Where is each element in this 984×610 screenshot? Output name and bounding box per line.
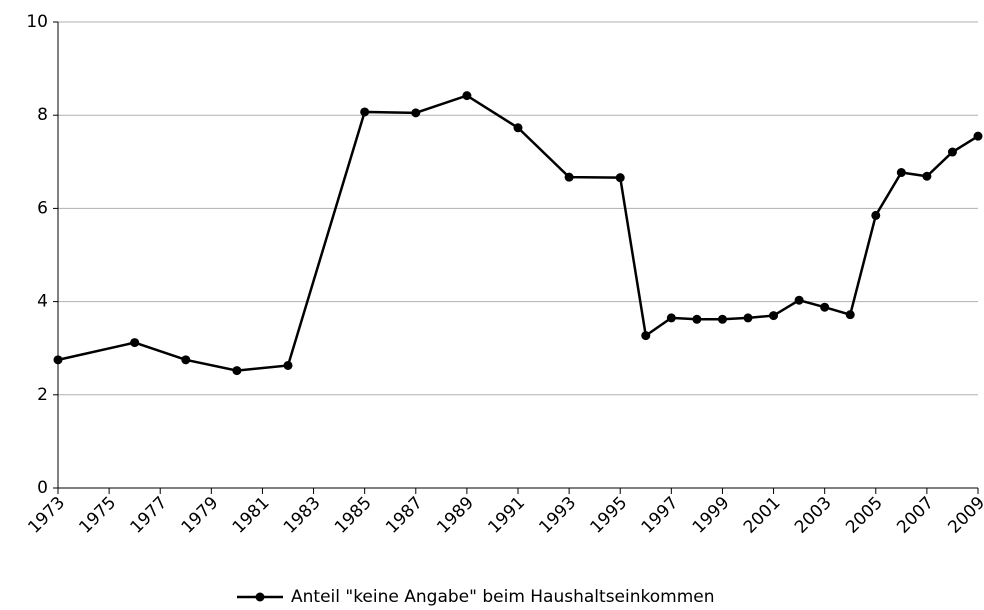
data-point	[896, 168, 906, 178]
data-point	[360, 107, 370, 117]
y-tick-label: 2	[37, 385, 48, 405]
data-point	[692, 314, 702, 324]
data-point	[411, 108, 421, 118]
x-tick-label: 1981	[229, 493, 274, 538]
data-point	[794, 295, 804, 305]
x-tick-label: 1987	[382, 493, 427, 538]
y-tick-label: 6	[37, 198, 48, 218]
x-tick-label: 1989	[433, 493, 478, 538]
legend-label: Anteil "keine Angabe" beim Haushaltseink…	[291, 587, 715, 607]
data-point	[743, 313, 753, 323]
y-tick-label: 8	[37, 105, 48, 125]
x-tick-label: 1985	[331, 493, 376, 538]
data-point	[871, 210, 881, 220]
x-tick-label: 1973	[24, 493, 69, 538]
data-point	[232, 366, 242, 376]
x-tick-label: 2001	[740, 493, 785, 538]
data-point	[462, 91, 472, 101]
x-tick-label: 1991	[484, 493, 529, 538]
data-point	[564, 172, 574, 182]
data-point	[717, 314, 727, 324]
data-point	[513, 123, 523, 133]
data-point	[666, 313, 676, 323]
x-tick-label: 1977	[127, 493, 172, 538]
series-line	[57, 94, 979, 372]
x-tick-label: 2005	[842, 493, 887, 538]
x-tick-label: 1983	[280, 493, 325, 538]
data-point	[769, 311, 779, 321]
legend-marker	[255, 592, 265, 602]
data-point	[922, 171, 932, 181]
x-tick-label: 1997	[638, 493, 683, 538]
data-point	[283, 360, 293, 370]
data-point	[615, 173, 625, 183]
data-point	[181, 355, 191, 365]
y-tick-label: 0	[37, 478, 48, 498]
data-point	[947, 147, 957, 157]
x-tick-label: 2007	[893, 493, 938, 538]
x-tick-label: 1975	[75, 493, 120, 538]
data-point	[845, 310, 855, 320]
data-point	[130, 338, 140, 348]
x-tick-label: 1979	[178, 493, 223, 538]
x-tick-label: 1999	[689, 493, 734, 538]
data-point	[53, 355, 63, 365]
data-point	[820, 302, 830, 312]
x-tick-label: 2009	[944, 493, 984, 538]
y-tick-label: 10	[26, 12, 48, 32]
data-point	[973, 131, 983, 141]
x-tick-label: 1993	[535, 493, 580, 538]
x-tick-label: 1995	[587, 493, 632, 538]
x-tick-label: 2003	[791, 493, 836, 538]
y-tick-label: 4	[37, 292, 48, 312]
data-point	[641, 331, 651, 341]
